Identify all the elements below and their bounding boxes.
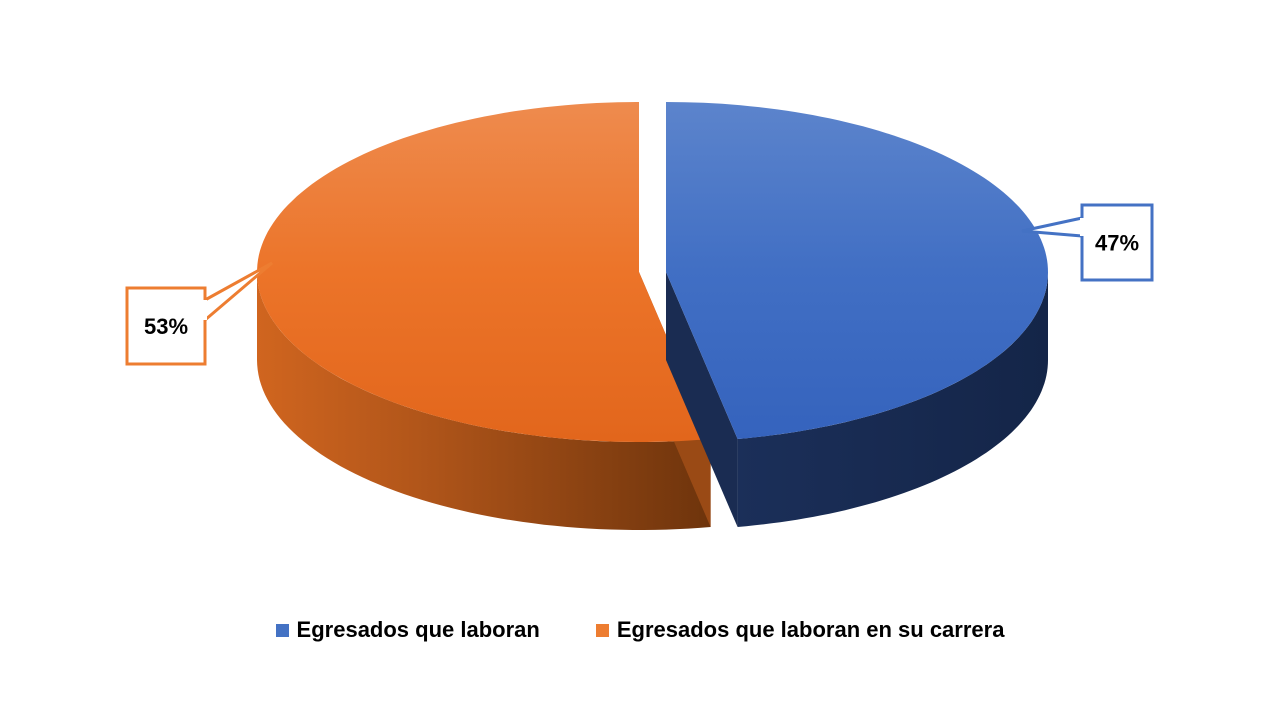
data-label-callout: 47% bbox=[1021, 203, 1154, 282]
legend-label: Egresados que laboran bbox=[296, 617, 540, 642]
legend-swatch-icon bbox=[275, 623, 289, 637]
slice-side-wall bbox=[257, 272, 711, 530]
data-label: 47% bbox=[1095, 231, 1139, 256]
pie-slice-egresados-que-laboran-en-su-carrera bbox=[257, 102, 711, 530]
legend-item-egresados-que-laboran: Egresados que laboran bbox=[275, 617, 540, 643]
slice-top-face bbox=[257, 102, 711, 442]
data-label-callout: 53% bbox=[125, 261, 273, 366]
pie-slice-egresados-que-laboran bbox=[666, 102, 1048, 527]
callout-pointer bbox=[204, 261, 273, 322]
data-label: 53% bbox=[144, 314, 188, 339]
callout-box bbox=[1080, 203, 1154, 282]
callout-box bbox=[125, 286, 207, 366]
slice-side-wall bbox=[737, 272, 1048, 527]
slice-cut-face bbox=[666, 272, 738, 527]
callout-pointer bbox=[1021, 216, 1083, 238]
legend-swatch-icon bbox=[595, 623, 609, 637]
slice-top-face bbox=[666, 102, 1048, 439]
legend-label: Egresados que laboran en su carrera bbox=[616, 617, 1005, 642]
legend: Egresados que laboran Egresados que labo… bbox=[0, 612, 1280, 648]
legend-item-egresados-que-laboran-en-su-carrera: Egresados que laboran en su carrera bbox=[595, 617, 1005, 643]
